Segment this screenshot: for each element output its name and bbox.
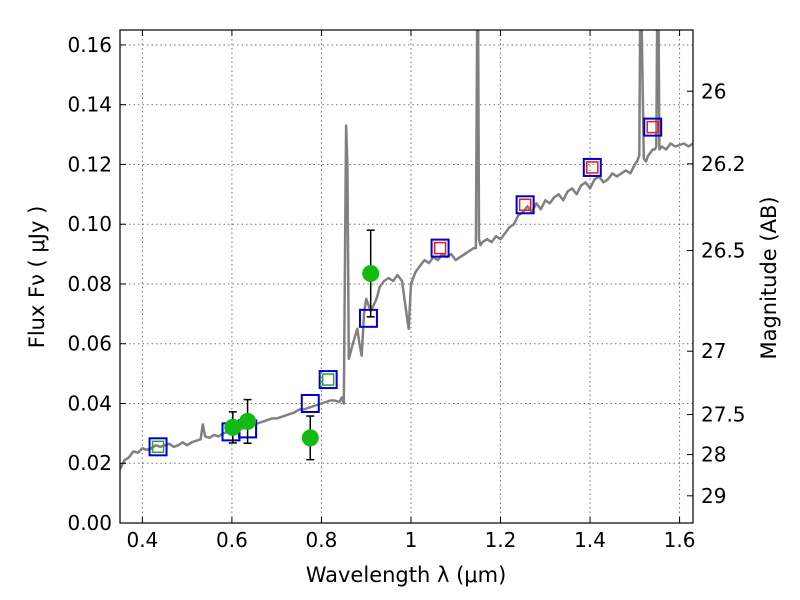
x-axis-title: Wavelength λ (μm) [306, 563, 507, 587]
y-tick-label: 0.06 [67, 332, 112, 356]
model-photometry-square [643, 117, 663, 137]
x-tick-label: 0.6 [216, 528, 248, 552]
axes-layer: 0.4 0.6 0.8 1 1.2 1.4 1.6 0.00 0.02 0.04 0.06 0.08 0… [67, 29, 746, 552]
right-tick-label: 27 [701, 339, 726, 363]
y-tick-label: 0.10 [67, 212, 112, 236]
right-tick-label: 29 [701, 484, 726, 508]
model-photometry-square [515, 195, 535, 215]
right-tick-label: 28 [701, 443, 726, 467]
model-photometry-square [318, 370, 338, 390]
plot-layer [120, 30, 693, 470]
x-tick-label: 1 [405, 528, 418, 552]
x-tick-label: 1.4 [574, 528, 606, 552]
right-axis-title: Magnitude (AB) [757, 196, 781, 359]
x-tick-label: 1.6 [664, 528, 696, 552]
x-tick-label: 1.2 [485, 528, 517, 552]
right-tick-label: 26 [701, 79, 726, 103]
y-tick-label: 0.16 [67, 33, 112, 57]
y-tick-label: 0.00 [67, 511, 112, 535]
observed-square [321, 373, 335, 386]
plot-frame [119, 29, 694, 524]
sed-model-line [120, 30, 693, 470]
observed-square [151, 440, 165, 454]
right-tick-label: 26.2 [701, 152, 746, 176]
measured-flux-point [224, 418, 242, 436]
y-tick-label: 0.14 [67, 93, 112, 117]
x-tick-label: 0.8 [306, 528, 338, 552]
observed-square [518, 198, 532, 212]
model-photometry-square [358, 308, 378, 328]
measured-flux-point [239, 412, 257, 430]
observed-square [646, 120, 659, 134]
measured-flux-point [301, 429, 319, 447]
grid-layer [120, 30, 693, 524]
observed-square [433, 241, 447, 255]
model-photometry-square [430, 238, 450, 258]
y-tick-label: 0.12 [67, 152, 112, 176]
x-tick-label: 0.4 [126, 528, 158, 552]
model-photometry-square [148, 437, 168, 457]
measured-flux-point [362, 265, 380, 283]
y-tick-label: 0.08 [67, 272, 112, 296]
y-axis-title: Flux Fν ( μJy ) [25, 206, 49, 349]
observed-square [586, 161, 599, 174]
model-photometry-square [300, 393, 320, 413]
model-photometry-square [582, 157, 602, 177]
right-tick-label: 27.5 [701, 403, 746, 427]
y-tick-label: 0.04 [67, 391, 112, 415]
right-tick-label: 26.5 [701, 239, 746, 263]
y-tick-label: 0.02 [67, 451, 112, 475]
